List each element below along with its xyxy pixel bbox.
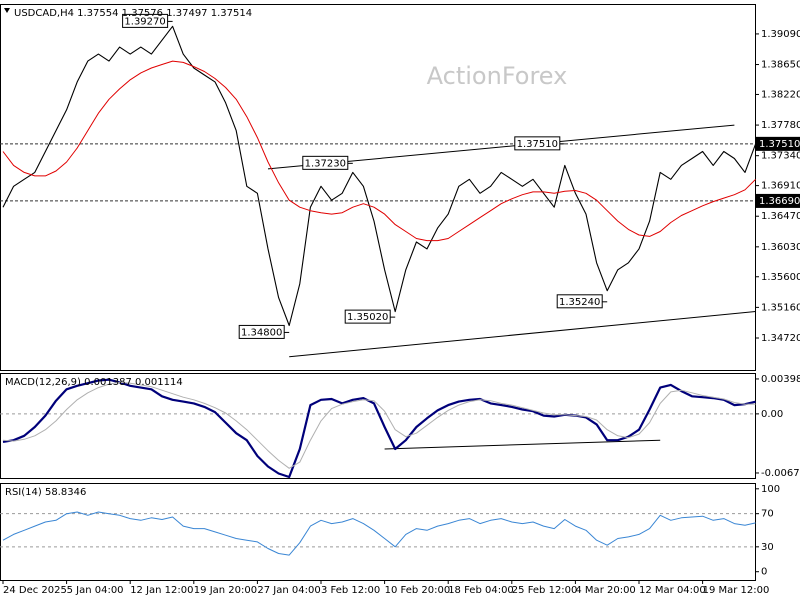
panel-title: USDCAD,H4 1.37554 1.37576 1.37497 1.3751… bbox=[14, 8, 252, 19]
y-tick-label: 1.36910 bbox=[761, 181, 800, 192]
price-label: 1.37510 bbox=[759, 139, 800, 150]
annotation-box bbox=[556, 294, 603, 309]
y-tick-label: -0.006737 bbox=[761, 468, 800, 479]
series-line bbox=[2, 381, 756, 469]
x-tick-label: 18 Feb 04:00 bbox=[448, 585, 514, 596]
x-tick-label: 3 Feb 12:00 bbox=[321, 585, 380, 596]
y-tick-label: 0.003982 bbox=[761, 374, 800, 385]
x-tick-label: 19 Jan 20:00 bbox=[194, 585, 257, 596]
x-tick-label: 24 Dec 2025 bbox=[3, 585, 67, 596]
series-line bbox=[2, 25, 757, 327]
trend-line bbox=[289, 311, 756, 358]
y-tick-label: 1.38650 bbox=[761, 60, 800, 71]
x-tick-label: 12 Jan 12:00 bbox=[130, 585, 193, 596]
annotation-label: 1.35020 bbox=[347, 312, 388, 323]
annotation-box bbox=[302, 155, 349, 170]
y-tick-label: 0 bbox=[761, 567, 767, 578]
y-tick-label: 1.35600 bbox=[761, 272, 800, 283]
x-tick-label: 12 Mar 04:00 bbox=[639, 585, 706, 596]
y-tick-label: 1.38220 bbox=[761, 89, 800, 100]
annotation-label: 1.37510 bbox=[517, 139, 558, 150]
series-line bbox=[2, 378, 756, 479]
y-tick-label: 1.34720 bbox=[761, 333, 800, 344]
panel-frame bbox=[0, 4, 756, 371]
y-tick-label: 70 bbox=[761, 509, 774, 520]
trend-line bbox=[384, 439, 661, 450]
annotation-label: 1.39270 bbox=[124, 16, 165, 27]
y-tick-label: 1.36470 bbox=[761, 211, 800, 222]
annotation-box bbox=[344, 309, 391, 324]
y-tick-label: 30 bbox=[761, 542, 774, 553]
series-line bbox=[2, 60, 756, 242]
x-tick-label: 10 Feb 20:00 bbox=[385, 585, 451, 596]
x-tick-label: 4 Mar 20:00 bbox=[575, 585, 635, 596]
annotation-label: 1.34800 bbox=[241, 327, 282, 338]
panel-title: RSI(14) 58.8346 bbox=[5, 487, 86, 498]
price-label: 1.36690 bbox=[759, 196, 800, 207]
x-tick-label: 19 Mar 12:00 bbox=[703, 585, 770, 596]
y-tick-label: 1.37780 bbox=[761, 120, 800, 131]
x-tick-label: 25 Feb 12:00 bbox=[512, 585, 578, 596]
x-tick-label: 5 Jan 04:00 bbox=[67, 585, 124, 596]
y-tick-label: 1.37340 bbox=[761, 151, 800, 162]
annotation-box bbox=[238, 324, 285, 339]
watermark: ActionForex bbox=[427, 62, 568, 90]
panel-title: MACD(12,26,9) 0.001387 0.001114 bbox=[5, 377, 183, 388]
price-label-box bbox=[756, 136, 800, 151]
y-tick-label: 1.35160 bbox=[761, 302, 800, 313]
symbol-icon bbox=[4, 8, 10, 13]
annotation-box bbox=[514, 136, 561, 151]
y-tick-label: 100 bbox=[761, 484, 780, 495]
y-tick-label: 1.39090 bbox=[761, 29, 800, 40]
panel-frame bbox=[0, 373, 756, 479]
annotation-box bbox=[122, 13, 169, 28]
series-line bbox=[2, 511, 756, 556]
panel-frame bbox=[0, 483, 756, 581]
annotation-label: 1.37230 bbox=[305, 158, 346, 169]
annotation-label: 1.35240 bbox=[559, 297, 600, 308]
x-tick-label: 27 Jan 04:00 bbox=[257, 585, 320, 596]
price-label-box bbox=[756, 193, 800, 208]
y-tick-label: 1.36030 bbox=[761, 242, 800, 253]
y-tick-label: 0.00 bbox=[761, 409, 783, 420]
